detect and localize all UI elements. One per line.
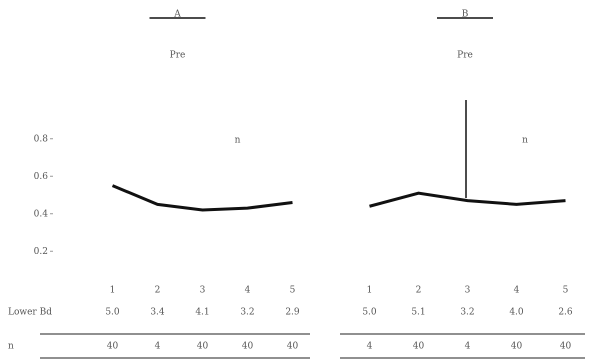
- x-tick-label: 5: [563, 286, 569, 296]
- cell: 2.9: [285, 308, 300, 318]
- row-label: Lower Bd: [8, 308, 52, 318]
- cell: 5.1: [411, 308, 425, 318]
- x-tick-label: 4: [245, 286, 251, 296]
- cell: 4: [367, 342, 373, 352]
- x-tick-label: 3: [200, 286, 206, 296]
- annotation: n: [235, 136, 241, 146]
- x-tick-label: 2: [155, 286, 161, 296]
- cell: 5.0: [362, 308, 377, 318]
- row-label: n: [8, 342, 14, 352]
- cell: 2.6: [558, 308, 573, 318]
- cell: 3.2: [460, 308, 474, 318]
- cell: 4.0: [509, 308, 524, 318]
- x-tick-label: 3: [465, 286, 471, 296]
- x-tick-label: 5: [290, 286, 296, 296]
- x-tick-label: 1: [367, 286, 373, 296]
- x-tick-label: 2: [416, 286, 422, 296]
- annotation: n: [522, 136, 528, 146]
- cell: 40: [511, 342, 523, 352]
- cell: 3.2: [240, 308, 254, 318]
- cell: 5.0: [105, 308, 120, 318]
- cell: 40: [560, 342, 572, 352]
- cell: 4: [465, 342, 471, 352]
- x-tick-label: 1: [110, 286, 116, 296]
- legend-label: A: [173, 10, 181, 20]
- y-tick-label: 0.2: [34, 247, 48, 257]
- cell: 4.1: [195, 308, 209, 318]
- cell: 40: [287, 342, 299, 352]
- y-tick-label: 0.6: [34, 172, 49, 182]
- series-line: [111, 184, 293, 212]
- cell: 4: [155, 342, 161, 352]
- chart-title: Pre: [170, 51, 186, 61]
- chart-title: Pre: [457, 51, 473, 61]
- y-tick-label: 0.8: [34, 134, 49, 144]
- cell: 40: [107, 342, 119, 352]
- y-tick-label: 0.4: [34, 209, 49, 219]
- cell: 3.4: [150, 308, 165, 318]
- cell: 40: [242, 342, 254, 352]
- legend-label: B: [462, 10, 469, 20]
- series-line: [369, 191, 566, 208]
- cell: 40: [197, 342, 209, 352]
- cell: 40: [413, 342, 425, 352]
- x-tick-label: 4: [514, 286, 520, 296]
